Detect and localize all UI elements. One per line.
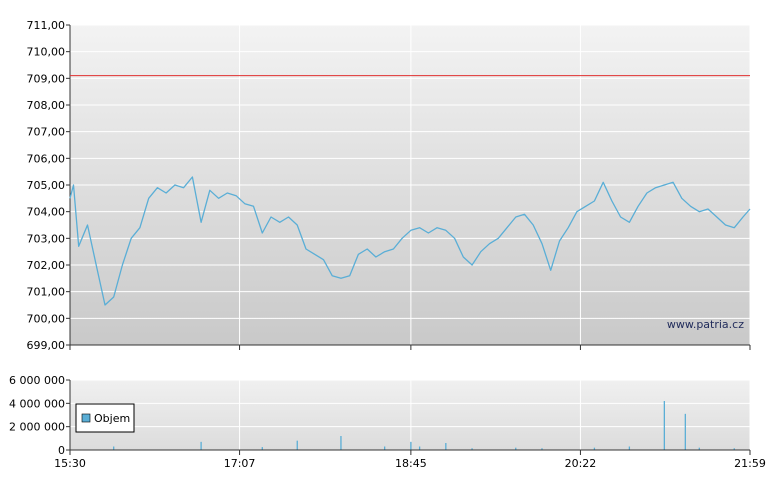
- price-y-tick-label: 705,00: [27, 179, 66, 192]
- x-tick-label: 18:45: [395, 457, 427, 470]
- price-y-tick-label: 701,00: [27, 286, 66, 299]
- volume-y-tick-label: 4 000 000: [9, 397, 65, 410]
- price-y-tick-label: 700,00: [27, 312, 66, 325]
- price-y-tick-label: 711,00: [27, 19, 66, 32]
- volume-y-tick-label: 6 000 000: [9, 374, 65, 387]
- price-y-tick-label: 702,00: [27, 259, 66, 272]
- volume-legend: Objem: [75, 403, 135, 433]
- price-y-tick-label: 707,00: [27, 126, 66, 139]
- price-y-tick-label: 704,00: [27, 206, 66, 219]
- volume-plot-area: [70, 380, 750, 450]
- volume-y-tick-label: 0: [58, 444, 65, 457]
- price-y-tick-label: 709,00: [27, 72, 66, 85]
- price-y-tick-label: 703,00: [27, 232, 66, 245]
- legend-swatch: [81, 413, 91, 423]
- volume-y-tick-label: 2 000 000: [9, 421, 65, 434]
- price-panel: 711,00 710,00 709,00 708,00 707,00 706,00 705,…: [27, 19, 751, 352]
- x-tick-label: 20:22: [565, 457, 597, 470]
- price-y-tick-label: 699,00: [27, 339, 66, 352]
- x-tick-label: 21:59: [734, 457, 766, 470]
- x-tick-label: 17:07: [224, 457, 256, 470]
- price-y-tick-label: 706,00: [27, 152, 66, 165]
- price-y-tick-label: 710,00: [27, 46, 66, 59]
- legend-label: Objem: [94, 412, 130, 425]
- price-series-line: [69, 176, 751, 306]
- x-tick-label: 15:30: [54, 457, 86, 470]
- watermark: www.patria.cz: [667, 318, 744, 331]
- price-y-tick-label: 708,00: [27, 99, 66, 112]
- volume-panel: 6 000 000 4 000 000 2 000 000 015:30 17:07 18…: [9, 374, 766, 470]
